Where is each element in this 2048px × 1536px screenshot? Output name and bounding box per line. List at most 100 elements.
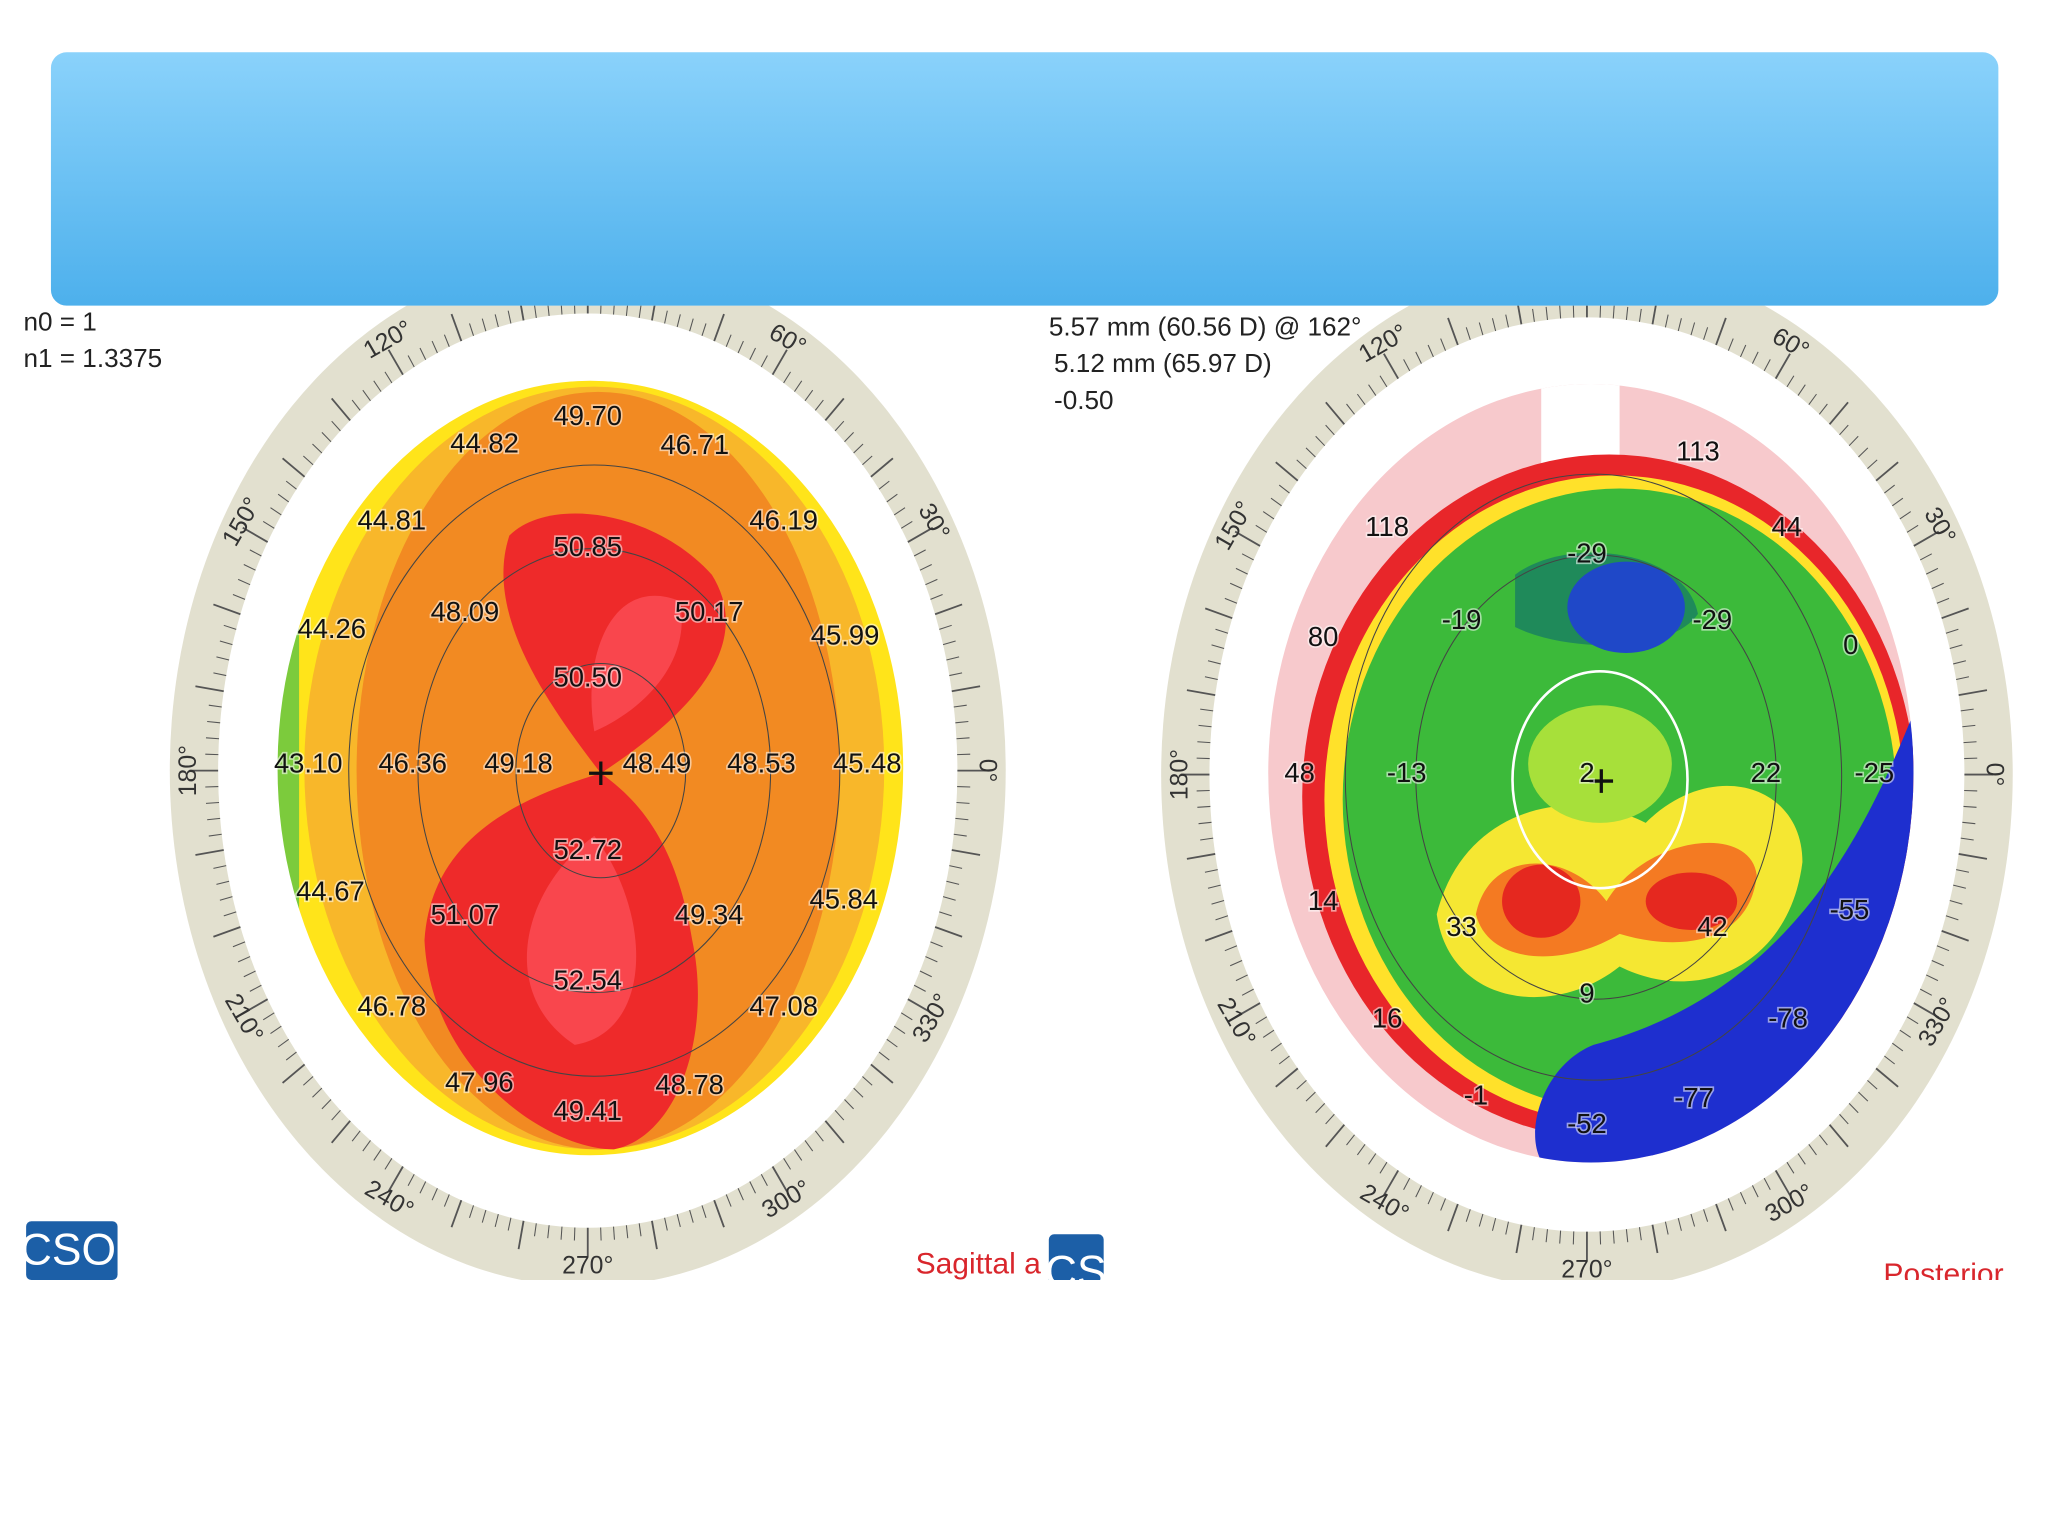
ring-tick [407, 355, 415, 368]
ring-tick [1956, 869, 1970, 873]
ring-tick [560, 305, 563, 315]
ring-tick [243, 564, 256, 571]
map-value: 43.10 [274, 748, 343, 779]
ring-tick [507, 310, 512, 324]
ring-tick [330, 397, 351, 422]
map-value: 22 [1751, 757, 1781, 788]
ring-tick [242, 998, 269, 1015]
ring-tick [1197, 741, 1211, 744]
ring-tick [1953, 660, 1966, 665]
ring-tick [481, 1209, 487, 1223]
map-value: -52 [1567, 1108, 1607, 1139]
ring-tick [277, 1038, 290, 1048]
ring-tick [1211, 644, 1225, 650]
ring-tick [713, 1199, 725, 1228]
ring-tick [1960, 708, 1974, 712]
ring-tick [1383, 1169, 1399, 1196]
ring-tick [1739, 344, 1747, 358]
ring-tick [913, 984, 926, 992]
ring-tick [701, 323, 707, 337]
ring-tick [468, 1205, 475, 1218]
ring-tick [1727, 338, 1734, 351]
ring-tick [1427, 1191, 1434, 1205]
map-caption: Sagittal a [916, 1247, 1042, 1280]
ring-tick [373, 1149, 382, 1161]
ring-tick [1884, 1055, 1896, 1065]
ring-tick [1356, 393, 1366, 406]
ring-tick [1346, 1134, 1355, 1146]
ring-tick [1906, 1016, 1919, 1025]
map-value: -78 [1768, 1002, 1808, 1033]
ring-tick [878, 480, 890, 490]
ring-tick [1368, 384, 1377, 396]
ring-tick [1379, 375, 1388, 388]
ring-tick [1808, 1144, 1817, 1156]
ring-tick [431, 340, 438, 354]
ring-tick [1651, 1224, 1659, 1254]
ring-tick [1941, 607, 1969, 620]
ring-tick [1913, 530, 1940, 547]
ring-tick [1200, 708, 1214, 712]
map-value: -25 [1854, 757, 1894, 788]
ring-tick [1255, 524, 1268, 533]
ring-tick [1447, 1203, 1459, 1232]
ring-tick [1241, 988, 1254, 996]
ring-tick [277, 493, 290, 503]
ring-tick [1953, 884, 1966, 889]
ring-tick [1751, 351, 1759, 364]
ring-tick [1325, 424, 1335, 436]
ring-tick [1356, 1144, 1366, 1156]
map-value: 14 [1308, 885, 1338, 916]
ring-tick [1690, 1213, 1696, 1227]
ring-tick [886, 1038, 898, 1048]
map-value: -19 [1442, 604, 1482, 635]
map-value: -29 [1567, 537, 1607, 568]
ring-tick [242, 526, 269, 543]
ring-tick [312, 1087, 323, 1098]
ring-tick [814, 1130, 824, 1142]
ring-tick [262, 520, 275, 529]
ring-tick [1875, 461, 1899, 482]
map-value: 50.85 [553, 531, 622, 562]
ring-tick [870, 1063, 894, 1084]
ring-tick [450, 1199, 463, 1228]
ring-tick [638, 1223, 642, 1237]
logo: CSO [20, 1225, 116, 1274]
ring-tick [1677, 318, 1682, 332]
ring-tick [638, 305, 642, 318]
ring-tick [1858, 447, 1869, 458]
ring-tick [942, 640, 956, 646]
ring-tick [771, 349, 788, 376]
ring-tick [560, 1226, 563, 1240]
ring-tick [232, 941, 246, 948]
ring-tick [1559, 1230, 1562, 1244]
ring-tick [547, 1225, 550, 1239]
ring-tick [1715, 317, 1727, 346]
ring-tick [249, 549, 262, 557]
ring-tick [213, 926, 241, 938]
color-map [1268, 383, 1914, 1163]
ring-tick [285, 480, 297, 490]
center-marker [1589, 769, 1614, 793]
ring-tick [925, 578, 938, 586]
ring-tick [1275, 461, 1299, 482]
ring-tick [651, 1220, 658, 1250]
ring-tick [613, 305, 615, 315]
ring-tick [321, 432, 332, 443]
ring-tick [1899, 511, 1911, 520]
ring-tick [1949, 644, 1963, 650]
map-value: -55 [1830, 894, 1870, 925]
ring-tick [1612, 305, 1615, 319]
ring-tick [1945, 915, 1959, 921]
ring-tick [219, 640, 233, 646]
ring-tick [1215, 628, 1229, 634]
ring-tick [760, 1174, 768, 1187]
ring-tick [1383, 353, 1399, 380]
ring-tick [1427, 344, 1434, 358]
ring-tick [1270, 1042, 1282, 1052]
ring-tick [1204, 676, 1218, 680]
map-zone [1541, 383, 1620, 464]
ring-tick [547, 305, 550, 317]
ring-tick [664, 1217, 668, 1231]
